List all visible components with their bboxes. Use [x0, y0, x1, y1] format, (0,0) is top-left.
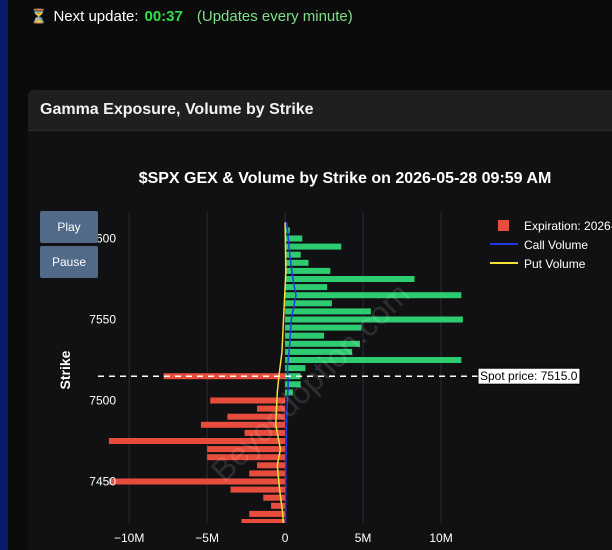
gex-bar[interactable]	[227, 413, 286, 420]
watermark-text: Beyondoption.com	[204, 276, 417, 489]
gex-bar[interactable]	[230, 486, 286, 493]
y-tick-label: 7500	[89, 394, 116, 408]
gex-bar[interactable]	[257, 462, 286, 469]
gex-bar[interactable]	[285, 348, 353, 355]
bars-group	[108, 222, 463, 533]
gex-bar[interactable]	[285, 357, 462, 363]
gex-bar[interactable]	[285, 284, 328, 291]
gex-bar[interactable]	[285, 332, 325, 339]
gex-bar[interactable]	[285, 381, 301, 388]
y-axis-title: Strike	[57, 350, 73, 389]
gex-bar[interactable]	[285, 365, 306, 372]
y-tick-label: 7550	[89, 313, 116, 327]
update-status-bar: ⏳ Next update: 00:37 (Updates every minu…	[30, 8, 353, 25]
update-frequency-note: (Updates every minute)	[196, 8, 353, 25]
gex-bar[interactable]	[241, 519, 286, 525]
gex-bar[interactable]	[210, 397, 286, 404]
gex-bar[interactable]	[263, 494, 286, 501]
gex-card: Gamma Exposure, Volume by Strike $SPX GE…	[28, 90, 612, 550]
spot-price-label-box	[477, 367, 581, 385]
x-tick-label: 5M	[355, 531, 372, 545]
card-title: Gamma Exposure, Volume by Strike	[40, 101, 314, 118]
gex-bar[interactable]	[207, 446, 286, 453]
gex-bar[interactable]	[285, 300, 332, 307]
gex-bar[interactable]	[285, 340, 360, 347]
x-tick-label: −5M	[195, 531, 219, 545]
gex-bar[interactable]	[285, 373, 301, 380]
spot-price-label: Spot price: 7515.0	[480, 369, 578, 383]
pause-button[interactable]: Pause	[40, 246, 98, 278]
gex-bar[interactable]	[285, 243, 342, 250]
gex-bar[interactable]	[249, 470, 286, 477]
gex-bar[interactable]	[249, 510, 286, 517]
gex-bar[interactable]	[285, 267, 331, 274]
call-volume-line[interactable]	[284, 222, 297, 533]
chart-title: $SPX GEX & Volume by Strike on 2026-05-2…	[139, 170, 552, 187]
gex-bar[interactable]	[285, 276, 415, 282]
gex-bar[interactable]	[257, 405, 286, 412]
next-update-label: Next update:	[53, 8, 139, 25]
gex-bar[interactable]	[285, 308, 371, 315]
gex-bar[interactable]	[244, 429, 286, 436]
play-button[interactable]: Play	[40, 211, 98, 243]
gex-bar[interactable]	[271, 502, 286, 509]
x-tick-label: −10M	[114, 531, 144, 545]
legend-label-call-volume: Call Volume	[524, 238, 588, 252]
gex-bar[interactable]	[285, 251, 301, 258]
gex-bar[interactable]	[285, 235, 303, 242]
gex-bar[interactable]	[207, 454, 286, 461]
gex-bar[interactable]	[285, 389, 293, 396]
gex-volume-chart[interactable]: $SPX GEX & Volume by Strike on 2026-05-2…	[28, 90, 612, 550]
gex-bar[interactable]	[285, 324, 362, 331]
hourglass-icon: ⏳	[30, 8, 48, 24]
gex-bar[interactable]	[108, 478, 286, 485]
card-header: Gamma Exposure, Volume by Strike	[28, 90, 612, 131]
legend-label-put-volume: Put Volume	[524, 257, 586, 271]
x-tick-label: 0	[282, 531, 289, 545]
gex-bar[interactable]	[108, 438, 286, 444]
legend-label-expiration: Expiration: 2026-	[524, 219, 612, 233]
gex-bar[interactable]	[285, 292, 462, 299]
gex-bar[interactable]	[285, 259, 309, 266]
left-accent-strip	[0, 0, 8, 550]
gex-bar[interactable]	[200, 421, 286, 428]
gex-bar[interactable]	[285, 316, 463, 323]
put-volume-line[interactable]	[274, 222, 287, 533]
y-tick-label: 7450	[89, 475, 116, 489]
legend-swatch-expiration	[498, 220, 509, 231]
x-tick-label: 10M	[429, 531, 452, 545]
countdown-timer: 00:37	[144, 8, 183, 25]
